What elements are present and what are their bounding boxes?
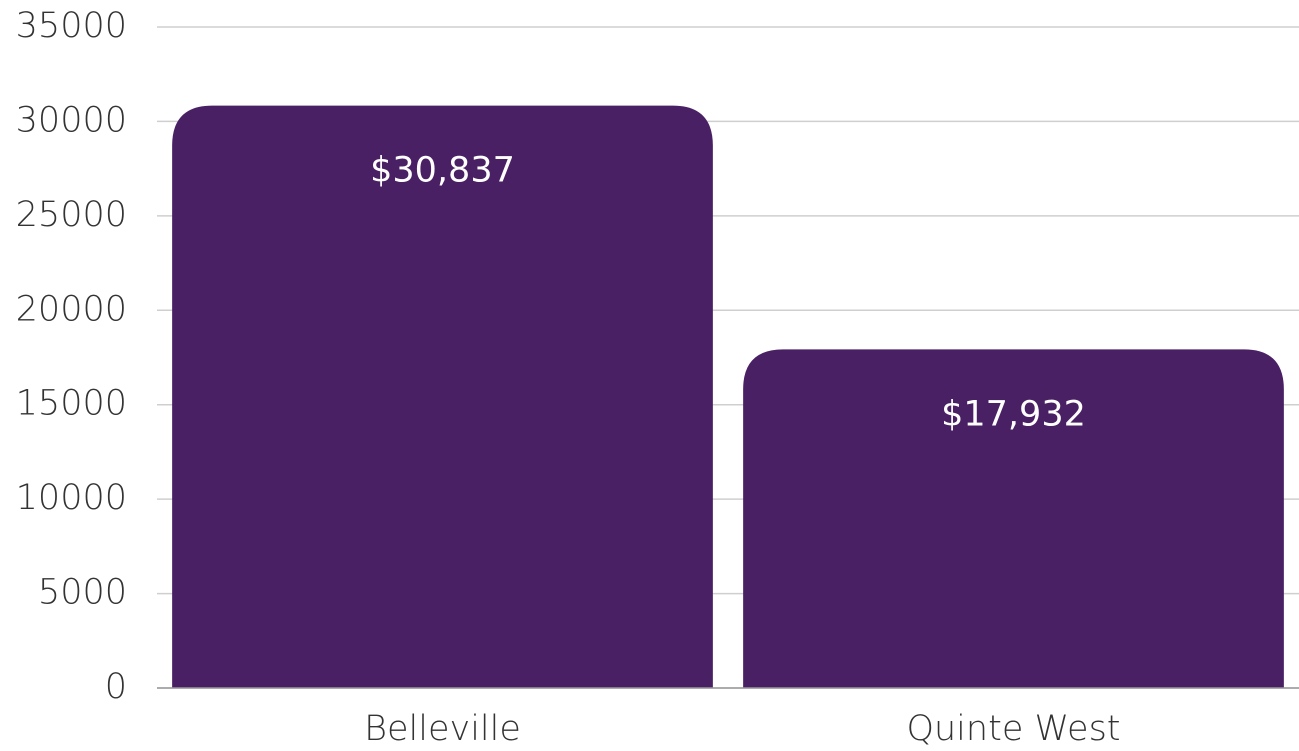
y-tick-label: 10000 — [16, 478, 127, 518]
x-tick-label: Belleville — [364, 709, 521, 749]
y-tick-label: 15000 — [16, 384, 127, 424]
y-tick-label: 35000 — [16, 6, 127, 46]
y-tick-label: 25000 — [16, 195, 127, 235]
y-tick-label: 30000 — [16, 100, 127, 140]
y-tick-label: 20000 — [16, 289, 127, 329]
bar — [743, 349, 1284, 688]
value-label: $30,837 — [370, 151, 515, 191]
y-tick-label: 0 — [105, 667, 127, 707]
x-tick-label: Quinte West — [906, 709, 1120, 749]
y-tick-label: 5000 — [38, 573, 127, 613]
value-label: $17,932 — [941, 394, 1086, 434]
bar — [172, 105, 713, 689]
